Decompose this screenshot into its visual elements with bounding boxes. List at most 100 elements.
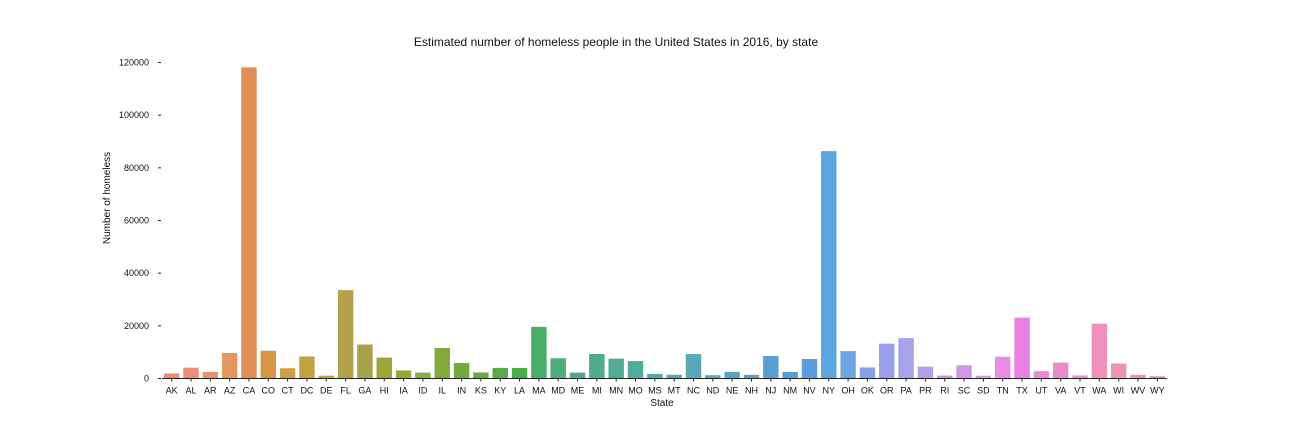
bar-ri <box>937 375 953 379</box>
bar-md <box>550 358 566 379</box>
bar-wv <box>1130 374 1146 379</box>
x-tick-label: AR <box>204 386 217 396</box>
bar-vt <box>1072 375 1088 379</box>
bar-az <box>221 352 238 379</box>
x-tick-label: MI <box>592 386 602 396</box>
x-tick-label: SC <box>958 386 971 396</box>
x-tick-label: CA <box>243 386 256 396</box>
bar-dc <box>299 356 315 379</box>
x-tick-label: MA <box>532 386 546 396</box>
x-tick-label: ID <box>418 386 428 396</box>
bar-va <box>1052 362 1069 379</box>
bar-de <box>318 375 335 379</box>
y-tick-label: 60000 <box>124 216 149 226</box>
bar-ga <box>357 344 373 379</box>
x-tick-label: GA <box>358 386 371 396</box>
bar-wy <box>1149 376 1166 379</box>
bar-wa <box>1091 323 1108 379</box>
bar-wi <box>1110 363 1127 379</box>
bar-or <box>879 343 895 379</box>
x-tick-label: NH <box>745 386 758 396</box>
x-axis: AK AL AR AZ CA CO CT DC DE FL GA HI IA ID IL IN KS KY LA MA… <box>162 378 1167 396</box>
bar-nm <box>782 371 798 379</box>
bar-mo <box>627 361 644 379</box>
bar-sc <box>956 365 972 379</box>
x-tick-label: TN <box>997 386 1009 396</box>
bars <box>163 67 1166 379</box>
bar-nh <box>743 374 760 379</box>
bar-ct <box>279 368 296 379</box>
x-tick-label: HI <box>380 386 389 396</box>
x-tick-label: MT <box>668 386 681 396</box>
y-tick-label: 100000 <box>119 110 149 120</box>
x-tick-label: KS <box>475 386 487 396</box>
x-tick-label: ND <box>706 386 719 396</box>
chart-title: Estimated number of homeless people in t… <box>414 35 819 49</box>
bar-al <box>183 367 199 379</box>
bar-me <box>569 372 586 379</box>
x-tick-label: RI <box>940 386 949 396</box>
x-tick-label: DC <box>300 386 313 396</box>
x-tick-label: WA <box>1092 386 1106 396</box>
bar-ca <box>241 67 257 379</box>
bar-sd <box>975 375 992 379</box>
x-tick-label: MO <box>628 386 643 396</box>
bar-co <box>260 350 277 379</box>
bar-tx <box>1014 317 1030 379</box>
x-tick-label: WV <box>1131 386 1146 396</box>
bar-tn <box>994 356 1011 379</box>
bar-ny <box>821 151 837 379</box>
x-tick-label: AK <box>166 386 178 396</box>
y-tick-label: 0 <box>144 374 149 384</box>
x-tick-label: OH <box>841 386 855 396</box>
bar-pr <box>917 366 934 379</box>
x-tick-label: NM <box>783 386 797 396</box>
x-tick-label: PR <box>919 386 932 396</box>
x-tick-label: WI <box>1113 386 1124 396</box>
bar-fl <box>337 290 354 379</box>
x-tick-label: AZ <box>224 386 236 396</box>
x-tick-label: MN <box>609 386 623 396</box>
bar-mn <box>608 358 624 379</box>
bar-il <box>434 347 450 379</box>
x-tick-label: OR <box>880 386 894 396</box>
x-tick-label: VT <box>1074 386 1086 396</box>
x-tick-label: KY <box>494 386 506 396</box>
y-tick-label: 120000 <box>119 58 149 68</box>
x-tick-label: PA <box>900 386 911 396</box>
bar-hi <box>376 357 392 379</box>
bar-in <box>453 363 470 379</box>
bar-mi <box>589 353 605 379</box>
bar-ms <box>647 373 663 379</box>
bar-nc <box>685 354 702 379</box>
x-tick-label: NE <box>726 386 739 396</box>
bar-pa <box>898 338 914 379</box>
y-tick-label: 20000 <box>124 321 149 331</box>
bar-ut <box>1033 371 1050 379</box>
x-tick-label: AL <box>185 386 196 396</box>
x-tick-label: MD <box>551 386 565 396</box>
bar-nv <box>801 359 818 379</box>
x-tick-label: NJ <box>765 386 776 396</box>
x-tick-label: NC <box>687 386 700 396</box>
y-axis-label: Number of homeless <box>102 152 113 244</box>
y-tick-label: 80000 <box>124 163 149 173</box>
bar-la <box>511 367 528 379</box>
bar-ne <box>724 371 740 379</box>
x-tick-label: UT <box>1035 386 1047 396</box>
bar-mt <box>666 374 682 379</box>
x-tick-label: CO <box>262 386 276 396</box>
bar-nj <box>763 356 779 379</box>
y-axis: 0 20000 40000 60000 80000 100000 120000 <box>119 58 161 384</box>
x-tick-label: IL <box>438 386 446 396</box>
bar-ma <box>531 326 547 379</box>
x-tick-label: VA <box>1055 386 1066 396</box>
x-tick-label: IN <box>457 386 466 396</box>
y-tick-label: 40000 <box>124 268 149 278</box>
bar-ks <box>473 372 489 379</box>
bar-ak <box>163 373 180 379</box>
bar-oh <box>840 351 856 379</box>
x-tick-label: WY <box>1150 386 1165 396</box>
bar-nd <box>705 375 721 379</box>
